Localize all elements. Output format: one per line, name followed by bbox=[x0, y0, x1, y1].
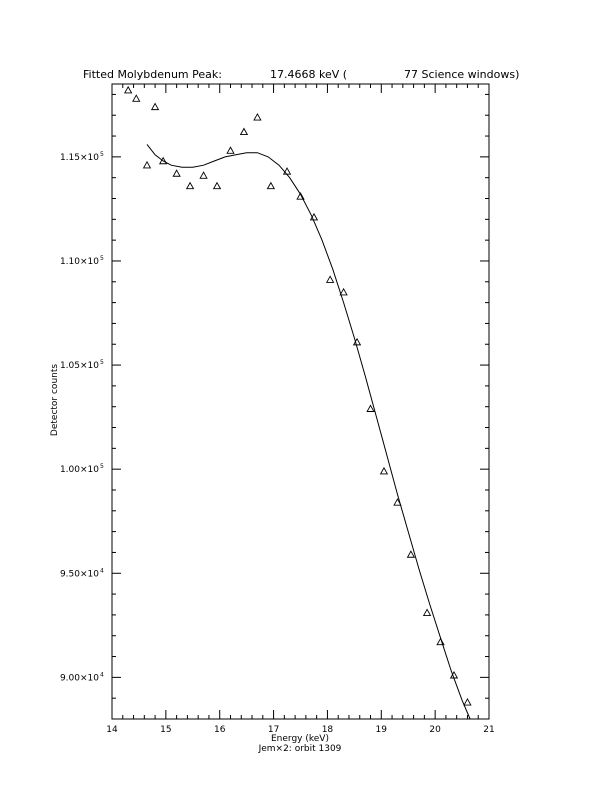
x-tick-label: 17 bbox=[268, 725, 279, 735]
data-point-triangle bbox=[199, 171, 208, 179]
data-point-triangle bbox=[266, 181, 276, 190]
y-tick-label-exponent: 4 bbox=[100, 671, 104, 678]
y-tick-label: 1.05×10 bbox=[60, 361, 99, 371]
y-tick-label-exponent: 5 bbox=[100, 151, 104, 158]
data-point-triangle bbox=[449, 670, 459, 679]
data-point-triangle bbox=[379, 466, 389, 475]
data-point-triangle bbox=[226, 146, 235, 154]
data-point-triangle bbox=[393, 498, 402, 506]
x-tick-label: 15 bbox=[160, 725, 171, 735]
data-point-triangle bbox=[436, 637, 445, 646]
plot-frame bbox=[111, 83, 490, 720]
y-tick-label-exponent: 5 bbox=[100, 359, 104, 366]
x-tick-label: 21 bbox=[483, 725, 494, 735]
data-point-triangle bbox=[132, 94, 141, 102]
x-axis-label: Energy (keV) bbox=[271, 734, 329, 744]
chart-title-left: Fitted Molybdenum Peak: bbox=[83, 68, 222, 81]
data-point-triangle bbox=[366, 404, 375, 412]
data-markers bbox=[123, 85, 472, 706]
data-point-triangle bbox=[239, 127, 249, 136]
data-point-triangle bbox=[325, 275, 335, 283]
y-tick-label: 1.10×10 bbox=[60, 257, 99, 267]
data-point-triangle bbox=[463, 698, 472, 706]
y-tick-label-exponent: 5 bbox=[100, 255, 104, 262]
chart-title-windows: 77 Science windows) bbox=[404, 68, 519, 81]
x-tick-label: 20 bbox=[429, 725, 441, 735]
y-axis-ticks bbox=[112, 93, 489, 720]
data-point-triangle bbox=[296, 192, 305, 200]
y-tick-label-exponent: 5 bbox=[100, 463, 104, 470]
data-point-triangle bbox=[172, 169, 181, 177]
y-axis-label: Detector counts bbox=[50, 364, 60, 436]
x-axis-ticks bbox=[111, 84, 490, 719]
y-axis-tick-labels: 9.00×10 49.50×10 41.00×10 51.05×10 51.10×10 5… bbox=[60, 151, 104, 683]
data-point-triangle bbox=[185, 181, 195, 190]
y-tick-label-exponent: 4 bbox=[100, 567, 104, 574]
data-point-triangle bbox=[309, 212, 319, 221]
x-axis-sublabel: Jem×2: orbit 1309 bbox=[258, 744, 342, 754]
data-point-triangle bbox=[352, 337, 362, 346]
data-point-triangle bbox=[282, 167, 292, 175]
x-tick-label: 19 bbox=[376, 725, 388, 735]
chart-title-energy: 17.4668 keV ( bbox=[270, 68, 347, 81]
x-tick-label: 16 bbox=[214, 725, 226, 735]
data-point-triangle bbox=[150, 102, 160, 111]
y-tick-label: 1.15×10 bbox=[60, 153, 99, 163]
x-tick-label: 18 bbox=[322, 725, 334, 735]
y-tick-label: 9.00×10 bbox=[60, 673, 99, 683]
x-tick-label: 14 bbox=[106, 725, 118, 735]
fit-curve bbox=[146, 144, 471, 720]
data-point-triangle bbox=[142, 160, 152, 169]
data-point-triangle bbox=[422, 608, 432, 616]
data-point-triangle bbox=[406, 550, 416, 558]
data-point-triangle bbox=[123, 85, 133, 94]
y-tick-label: 9.50×10 bbox=[60, 569, 99, 579]
data-point-triangle bbox=[253, 112, 262, 121]
data-point-triangle bbox=[158, 156, 168, 165]
x-axis-tick-labels: 14 15 16 17 18 19 20 21 bbox=[106, 725, 494, 735]
data-point-triangle bbox=[339, 287, 348, 296]
data-point-triangle bbox=[212, 181, 222, 190]
y-tick-label: 1.00×10 bbox=[60, 465, 99, 475]
